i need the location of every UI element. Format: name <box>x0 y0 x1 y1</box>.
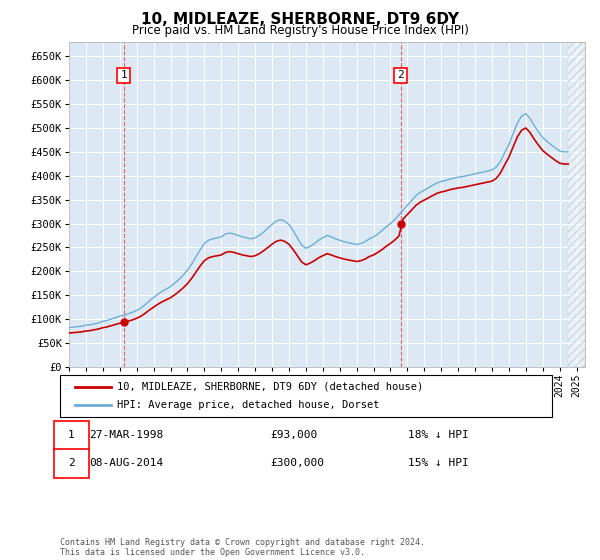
Text: 2: 2 <box>68 458 75 468</box>
Text: 1: 1 <box>68 430 75 440</box>
Text: Contains HM Land Registry data © Crown copyright and database right 2024.
This d: Contains HM Land Registry data © Crown c… <box>60 538 425 557</box>
Text: 10, MIDLEAZE, SHERBORNE, DT9 6DY: 10, MIDLEAZE, SHERBORNE, DT9 6DY <box>141 12 459 27</box>
Text: 15% ↓ HPI: 15% ↓ HPI <box>408 458 469 468</box>
Text: £300,000: £300,000 <box>270 458 324 468</box>
Text: 18% ↓ HPI: 18% ↓ HPI <box>408 430 469 440</box>
Text: Price paid vs. HM Land Registry's House Price Index (HPI): Price paid vs. HM Land Registry's House … <box>131 24 469 36</box>
Text: 08-AUG-2014: 08-AUG-2014 <box>89 458 163 468</box>
Text: 10, MIDLEAZE, SHERBORNE, DT9 6DY (detached house): 10, MIDLEAZE, SHERBORNE, DT9 6DY (detach… <box>117 382 423 392</box>
Text: 1: 1 <box>120 71 127 81</box>
Text: £93,000: £93,000 <box>270 430 317 440</box>
Text: 27-MAR-1998: 27-MAR-1998 <box>89 430 163 440</box>
Text: 2: 2 <box>397 71 404 81</box>
Text: HPI: Average price, detached house, Dorset: HPI: Average price, detached house, Dors… <box>117 400 380 410</box>
